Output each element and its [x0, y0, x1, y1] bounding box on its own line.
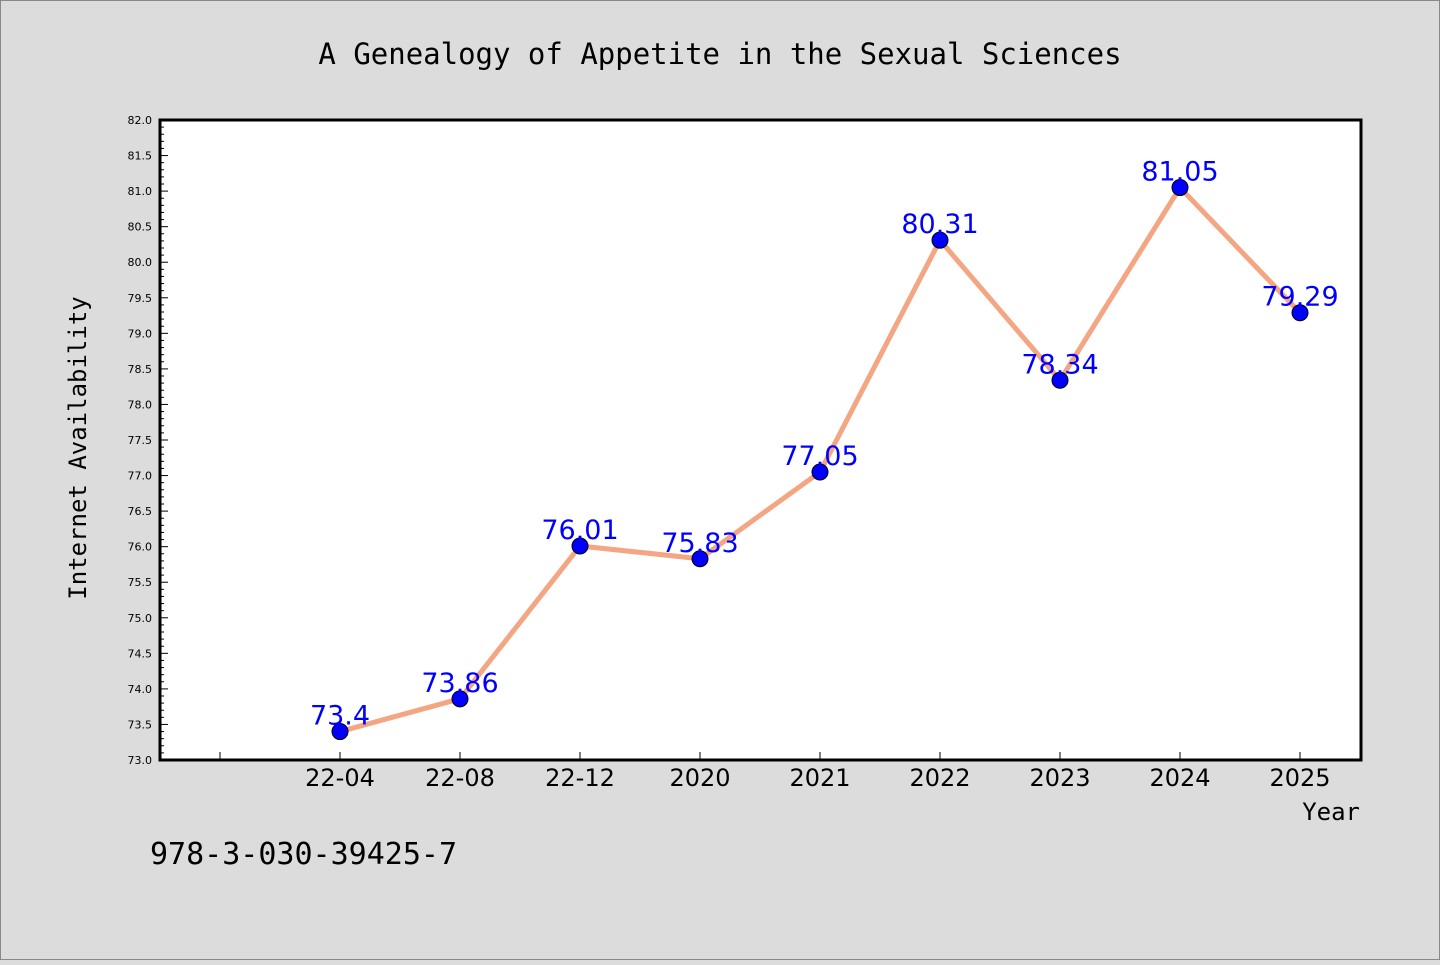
- data-label: 75.83: [661, 528, 738, 559]
- data-point: [691, 550, 709, 568]
- y-tick-label: 77.5: [128, 434, 153, 447]
- y-tick-label: 78.0: [128, 398, 153, 411]
- data-labels: 73.4 73.86 76.01 75.83 77.05 80.31 78.34 81.05 7…: [310, 157, 1339, 732]
- y-tick-label: 76.0: [128, 541, 153, 554]
- data-label: 79.29: [1261, 282, 1338, 313]
- y-tick-label: 78.5: [128, 363, 153, 376]
- data-point: [931, 231, 949, 249]
- x-axis: 22-04 22-08 22-12 2020 2021 2022 2023 2024 2025: [219, 752, 1331, 792]
- y-tick-label: 76.5: [128, 505, 153, 518]
- data-label: 73.4: [310, 701, 370, 732]
- y-tick-label: 75.0: [128, 612, 153, 625]
- isbn-text: 978-3-030-39425-7: [150, 837, 457, 872]
- series-markers: [331, 179, 1309, 741]
- data-point: [811, 463, 829, 481]
- plot-area: [160, 120, 1361, 760]
- y-tick-label: 80.5: [128, 221, 153, 234]
- y-tick-label: 75.5: [128, 576, 153, 589]
- x-tick-label: 22-04: [305, 764, 375, 792]
- x-tick-label: 2022: [909, 764, 970, 792]
- y-tick-label: 81.0: [128, 185, 153, 198]
- x-axis-label: Year: [1302, 798, 1360, 826]
- data-point: [331, 723, 349, 741]
- data-point: [1171, 179, 1189, 197]
- data-point: [451, 690, 469, 708]
- x-tick-label: 2024: [1149, 764, 1210, 792]
- x-tick-label: 2023: [1029, 764, 1090, 792]
- data-label: 73.86: [421, 668, 498, 699]
- y-tick-label: 73.0: [128, 754, 153, 767]
- y-tick-label: 81.5: [128, 150, 153, 163]
- chart-title: A Genealogy of Appetite in the Sexual Sc…: [318, 37, 1121, 71]
- plot-frame: [158, 118, 1363, 762]
- x-tick-label: 22-12: [545, 764, 615, 792]
- x-tick-label: 2025: [1269, 764, 1330, 792]
- data-label: 77.05: [781, 441, 858, 472]
- data-label: 76.01: [541, 515, 618, 546]
- y-axis-label: Internet Availability: [64, 296, 92, 599]
- y-tick-label: 74.5: [128, 647, 153, 660]
- y-tick-label: 74.0: [128, 683, 153, 696]
- data-point: [1051, 371, 1069, 389]
- y-tick-label: 73.5: [128, 718, 153, 731]
- y-tick-label: 82.0: [128, 114, 153, 127]
- data-point: [1291, 304, 1309, 322]
- data-point: [571, 537, 589, 555]
- y-axis: 73.0 73.5 74.0 74.5 75.0 75.5 76.0 76.5 77.0 77.5…: [128, 114, 168, 767]
- data-label: 78.34: [1021, 349, 1098, 380]
- y-tick-label: 79.5: [128, 292, 153, 305]
- data-label: 81.05: [1141, 157, 1218, 188]
- x-tick-label: 2020: [669, 764, 730, 792]
- x-tick-label: 2021: [789, 764, 850, 792]
- x-tick-label: 22-08: [425, 764, 495, 792]
- data-label: 80.31: [901, 209, 978, 240]
- y-tick-label: 77.0: [128, 470, 153, 483]
- y-tick-label: 80.0: [128, 256, 153, 269]
- y-tick-label: 79.0: [128, 327, 153, 340]
